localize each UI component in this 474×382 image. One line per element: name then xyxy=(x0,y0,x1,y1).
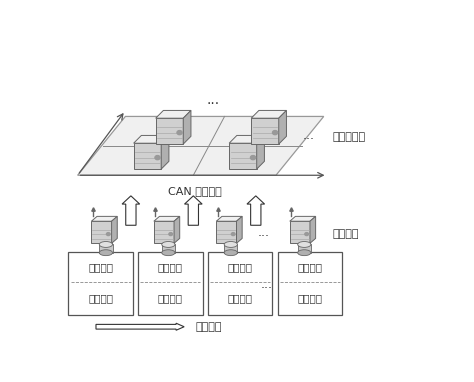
Ellipse shape xyxy=(224,241,237,248)
Ellipse shape xyxy=(162,250,175,256)
Polygon shape xyxy=(134,136,169,143)
Circle shape xyxy=(169,233,173,236)
Polygon shape xyxy=(155,110,191,118)
Ellipse shape xyxy=(99,250,112,256)
Ellipse shape xyxy=(298,250,311,256)
Circle shape xyxy=(250,155,255,160)
Circle shape xyxy=(107,233,110,236)
FancyArrow shape xyxy=(184,196,202,225)
Text: ...: ... xyxy=(261,278,273,291)
Polygon shape xyxy=(78,117,324,175)
Polygon shape xyxy=(279,110,286,144)
Polygon shape xyxy=(111,216,117,243)
Text: 全局索引: 全局索引 xyxy=(228,262,253,272)
Text: 索引公布: 索引公布 xyxy=(195,322,222,332)
Circle shape xyxy=(155,155,160,160)
Bar xyxy=(216,221,237,243)
Bar xyxy=(229,143,257,169)
Bar xyxy=(278,252,342,315)
Circle shape xyxy=(305,233,309,236)
Bar xyxy=(155,118,183,144)
Text: 局部索引: 局部索引 xyxy=(298,293,322,304)
Bar xyxy=(290,221,310,243)
Text: ...: ... xyxy=(303,129,315,142)
Text: ...: ... xyxy=(257,226,269,239)
Bar xyxy=(298,244,311,253)
Text: CAN 覆盖网络: CAN 覆盖网络 xyxy=(168,186,222,196)
Text: 存储节点: 存储节点 xyxy=(333,229,359,239)
Text: 全局索引: 全局索引 xyxy=(158,262,183,272)
Polygon shape xyxy=(216,216,242,221)
Bar xyxy=(162,244,175,253)
Polygon shape xyxy=(237,216,242,243)
Polygon shape xyxy=(91,216,117,221)
Bar xyxy=(134,143,161,169)
Polygon shape xyxy=(310,216,316,243)
Text: 局部索引: 局部索引 xyxy=(158,293,183,304)
Ellipse shape xyxy=(162,241,175,248)
Polygon shape xyxy=(161,136,169,169)
Text: 全局索引: 全局索引 xyxy=(88,262,113,272)
FancyArrow shape xyxy=(96,323,184,330)
Bar xyxy=(99,244,112,253)
Circle shape xyxy=(177,131,182,135)
Text: ...: ... xyxy=(207,93,220,107)
FancyArrow shape xyxy=(247,196,264,225)
Polygon shape xyxy=(183,110,191,144)
Bar xyxy=(208,252,272,315)
Ellipse shape xyxy=(99,241,112,248)
Bar xyxy=(224,244,237,253)
Polygon shape xyxy=(174,216,180,243)
Polygon shape xyxy=(154,216,180,221)
Circle shape xyxy=(273,131,278,135)
Bar xyxy=(138,252,202,315)
Polygon shape xyxy=(290,216,316,221)
Ellipse shape xyxy=(298,241,311,248)
Text: 局部索引: 局部索引 xyxy=(228,293,253,304)
Polygon shape xyxy=(251,110,286,118)
Circle shape xyxy=(231,233,235,236)
Bar xyxy=(251,118,279,144)
Polygon shape xyxy=(229,136,264,143)
FancyArrow shape xyxy=(122,196,140,225)
Polygon shape xyxy=(257,136,264,169)
Bar xyxy=(68,252,133,315)
Text: 全局索引: 全局索引 xyxy=(298,262,322,272)
Text: 覆盖网节点: 覆盖网节点 xyxy=(333,132,366,142)
Ellipse shape xyxy=(224,250,237,256)
Bar xyxy=(91,221,111,243)
Text: 局部索引: 局部索引 xyxy=(88,293,113,304)
Bar xyxy=(154,221,174,243)
